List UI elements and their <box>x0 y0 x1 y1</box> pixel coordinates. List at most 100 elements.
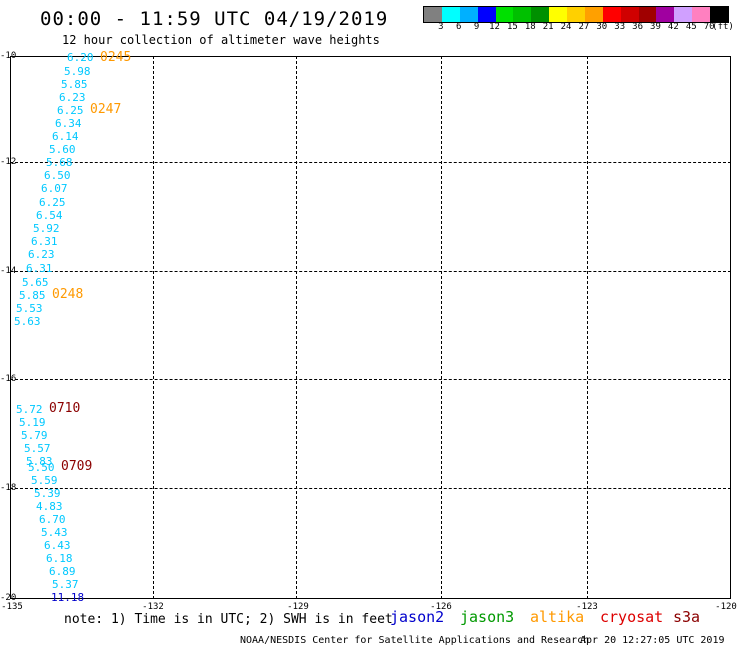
map-subtitle: 12 hour collection of altimeter wave hei… <box>62 33 380 47</box>
map-plot-area <box>10 56 731 599</box>
wave-height-label: 6.34 <box>55 117 82 130</box>
color-swatch <box>549 7 567 22</box>
color-swatch <box>584 7 603 22</box>
lon-label: -135 <box>1 602 23 612</box>
color-swatch <box>477 7 496 22</box>
wave-height-label: 5.57 <box>24 442 51 455</box>
color-scale-label: 18 <box>524 22 536 32</box>
pass-time-label: 0248 <box>52 287 84 302</box>
color-scale-label: 70 <box>703 22 715 32</box>
pass-time-label: 0247 <box>90 102 122 117</box>
gridline-lon <box>441 56 442 599</box>
color-swatch <box>424 7 442 22</box>
wave-height-label: 11.18 <box>51 591 85 604</box>
lon-label: -123 <box>576 602 598 612</box>
wave-height-label: 4.83 <box>36 500 63 513</box>
gridline-lat <box>10 271 731 272</box>
color-swatch <box>531 7 550 22</box>
color-scale-labels: 3 6 9 12 15 18 21 24 27 30 33 36 39 42 45 70 (ft) <box>423 22 734 34</box>
color-scale-label: 33 <box>614 22 626 32</box>
wave-height-label: 6.25 <box>57 104 84 117</box>
lat-label: -10 <box>0 51 17 61</box>
color-swatch <box>692 7 710 22</box>
wave-height-label: 5.83 <box>26 455 53 468</box>
gridline-lat <box>10 162 731 163</box>
wave-height-label: 5.65 <box>22 276 49 289</box>
legend-jason3: jason3 <box>460 608 515 626</box>
color-scale-label: 39 <box>650 22 661 32</box>
color-scale-label: 42 <box>667 22 679 32</box>
wave-height-label: 5.92 <box>33 222 60 235</box>
legend-s3a: s3a <box>673 608 701 626</box>
lat-label: -20 <box>0 593 17 603</box>
color-scale-label: 24 <box>560 22 572 32</box>
wave-height-label: 6.18 <box>46 552 73 565</box>
units-note: note: 1) Time is in UTC; 2) SWH is in fe… <box>64 612 393 627</box>
color-swatch <box>656 7 675 22</box>
wave-height-label: 5.50 <box>28 461 55 474</box>
wave-height-label: 6.25 <box>39 196 66 209</box>
map-title: 00:00 - 11:59 UTC 04/19/2019 <box>40 8 389 30</box>
color-scale-label: 9 <box>473 22 480 32</box>
color-swatch <box>567 7 585 22</box>
gridline-lat <box>10 379 731 380</box>
legend-altika: altika <box>530 608 585 626</box>
wave-height-label: 5.72 <box>16 403 43 416</box>
color-swatch <box>620 7 639 22</box>
color-swatch <box>459 7 478 22</box>
wave-height-label: 6.89 <box>49 565 76 578</box>
lat-label: -14 <box>0 266 17 276</box>
wave-height-label: 5.59 <box>31 474 58 487</box>
color-scale-label: 6 <box>456 22 462 32</box>
wave-height-label: 5.63 <box>14 315 41 328</box>
lon-label: -132 <box>142 602 164 612</box>
wave-height-label: 6.31 <box>26 262 53 275</box>
wave-height-label: 5.85 <box>19 289 46 302</box>
wave-height-label: 5.60 <box>49 143 76 156</box>
color-scale-label: 27 <box>578 22 590 32</box>
color-swatch <box>638 7 657 22</box>
lon-label: -126 <box>430 602 452 612</box>
wave-height-label: 5.43 <box>41 526 68 539</box>
pass-time-label: 0709 <box>61 459 93 474</box>
color-scale-label: 3 <box>438 22 444 32</box>
color-scale-label: 30 <box>596 22 608 32</box>
wave-height-label: 6.50 <box>44 169 71 182</box>
wave-height-label: 6.31 <box>31 235 58 248</box>
wave-height-label: 6.43 <box>44 539 71 552</box>
wave-height-label: 6.20 <box>67 51 94 64</box>
wave-height-label: 5.68 <box>46 156 73 169</box>
wave-height-label: 5.79 <box>21 429 48 442</box>
wave-height-label: 5.98 <box>64 65 91 78</box>
wave-height-label: 6.14 <box>52 130 79 143</box>
color-swatch <box>602 7 621 22</box>
wave-height-label: 6.54 <box>36 209 63 222</box>
color-scale-label: 12 <box>489 22 500 32</box>
wave-height-label: 6.23 <box>59 91 86 104</box>
lat-label: -16 <box>0 374 17 384</box>
color-swatch <box>674 7 693 22</box>
lon-label: -120 <box>715 602 737 612</box>
color-swatch <box>513 7 532 22</box>
wave-height-label: 6.23 <box>28 248 55 261</box>
gridline-lon <box>296 56 297 599</box>
lon-label: -129 <box>287 602 309 612</box>
color-scale-label: 45 <box>685 22 697 32</box>
color-swatch <box>441 7 460 22</box>
lat-label: -18 <box>0 483 17 493</box>
legend-cryosat: cryosat <box>600 608 664 626</box>
generated-timestamp: Apr 20 12:27:05 UTC 2019 <box>580 635 725 646</box>
color-swatch <box>495 7 514 22</box>
pass-time-label: 0710 <box>49 401 81 416</box>
color-swatch <box>710 7 728 22</box>
color-scale-bar <box>423 6 729 23</box>
wave-height-label: 6.70 <box>39 513 66 526</box>
color-scale-label: 36 <box>632 22 643 32</box>
color-scale-label: (ft) <box>712 22 734 32</box>
wave-height-label: 5.39 <box>34 487 61 500</box>
lat-label: -12 <box>0 157 17 167</box>
color-scale-label: 15 <box>506 22 518 32</box>
gridline-lon <box>587 56 588 599</box>
wave-height-label: 5.53 <box>16 302 43 315</box>
legend-jason2: jason2 <box>390 608 445 626</box>
